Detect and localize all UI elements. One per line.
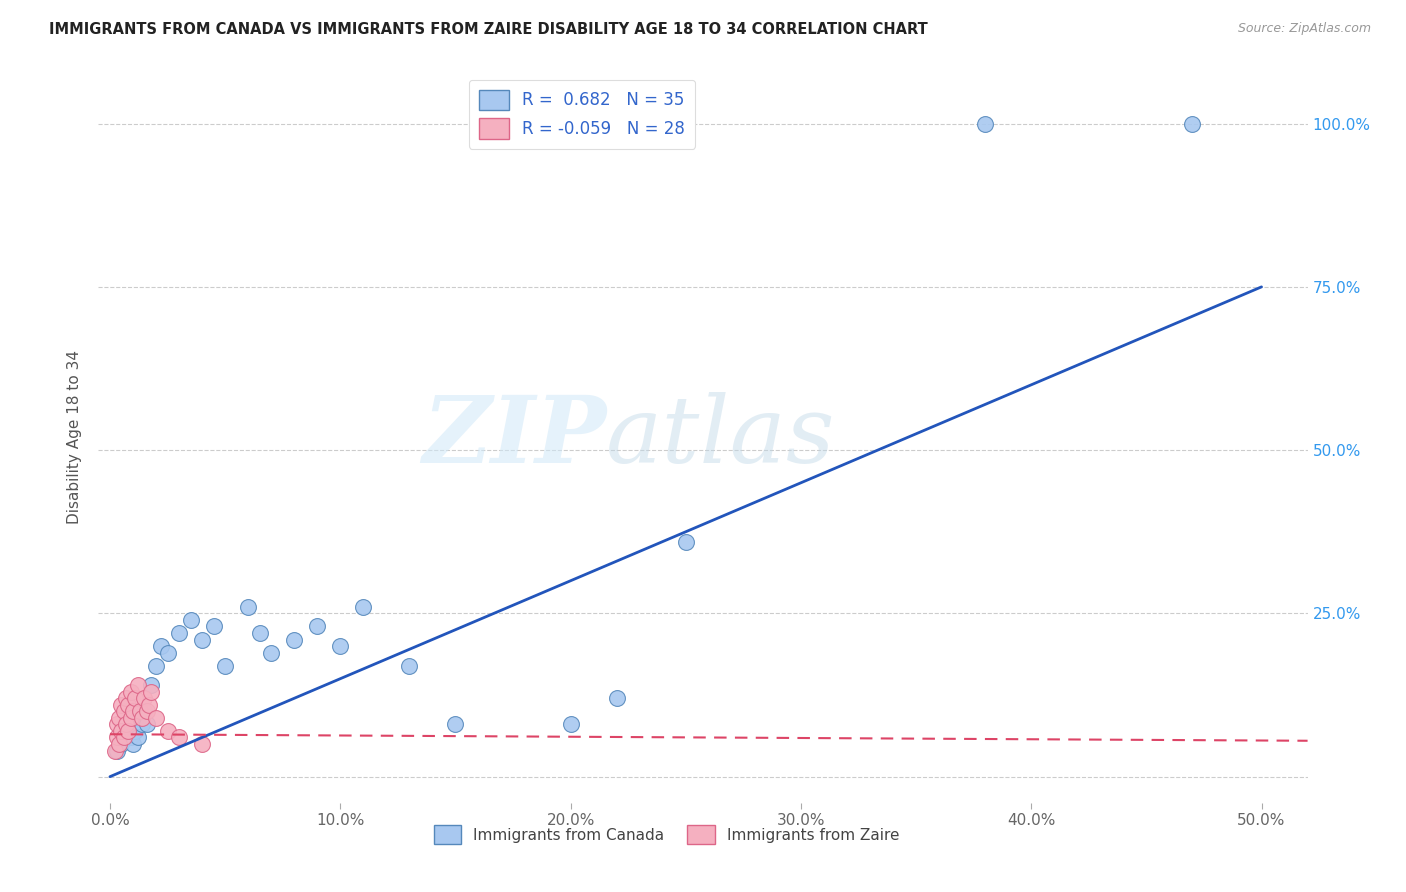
Point [141,685,163,699]
Point [1181,117,1204,131]
Text: atlas: atlas [606,392,835,482]
Point [120,685,142,699]
Point [128,705,150,719]
Legend: Immigrants from Canada, Immigrants from Zaire: Immigrants from Canada, Immigrants from … [427,819,905,850]
Point [236,599,259,614]
Point [105,743,128,757]
Point [110,698,132,712]
Text: IMMIGRANTS FROM CANADA VS IMMIGRANTS FROM ZAIRE DISABILITY AGE 18 TO 34 CORRELAT: IMMIGRANTS FROM CANADA VS IMMIGRANTS FRO… [49,22,928,37]
Point [675,534,697,549]
Point [124,723,146,738]
Point [398,658,420,673]
Point [138,698,160,712]
Point [122,705,145,719]
Point [149,639,172,653]
Point [974,117,997,131]
Point [108,711,131,725]
Text: ZIP: ZIP [422,392,606,482]
Point [134,691,156,706]
Point [110,737,132,751]
Point [180,613,202,627]
Point [124,691,146,706]
Point [167,731,190,745]
Point [156,723,179,738]
Point [135,705,157,719]
Point [260,646,283,660]
Point [103,743,125,757]
Point [329,639,352,653]
Point [167,626,190,640]
Point [120,731,142,745]
Point [131,711,153,725]
Y-axis label: Disability Age 18 to 34: Disability Age 18 to 34 [67,350,83,524]
Point [131,717,153,731]
Point [191,737,214,751]
Text: Source: ZipAtlas.com: Source: ZipAtlas.com [1237,22,1371,36]
Point [112,731,135,745]
Point [112,705,135,719]
Point [202,619,225,633]
Point [191,632,214,647]
Point [352,599,374,614]
Point [145,711,167,725]
Point [249,626,271,640]
Point [145,658,167,673]
Point [135,717,157,731]
Point [444,717,467,731]
Point [134,705,156,719]
Point [606,691,628,706]
Point [214,658,236,673]
Point [283,632,305,647]
Point [115,691,138,706]
Point [110,723,132,738]
Point [128,711,150,725]
Point [108,737,131,751]
Point [307,619,329,633]
Point [156,646,179,660]
Point [141,678,163,692]
Point [122,737,145,751]
Point [115,717,138,731]
Point [105,731,128,745]
Point [115,731,138,745]
Point [117,698,139,712]
Point [105,717,128,731]
Point [117,723,139,738]
Point [127,678,149,692]
Point [127,731,149,745]
Point [120,711,142,725]
Point [560,717,582,731]
Point [117,723,139,738]
